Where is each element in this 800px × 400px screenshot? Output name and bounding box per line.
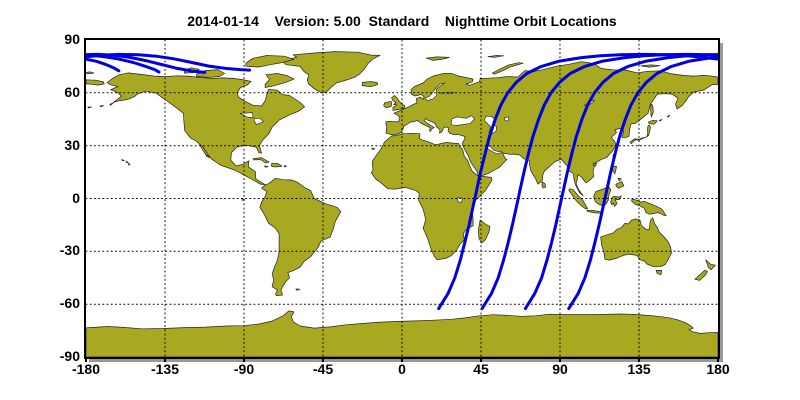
water-gulf-of-bothnia-baltic <box>424 82 446 101</box>
landmass-svalbard <box>425 56 450 61</box>
landmass-visayas <box>617 177 622 182</box>
y-tick-label--90: -90 <box>59 348 80 364</box>
water-great-lakes-west <box>239 112 254 118</box>
landmass-guadalupe-island <box>205 155 209 157</box>
orbit-track-2-seg1 <box>480 52 718 311</box>
x-tick-label--180: -180 <box>71 361 101 377</box>
landmass-baja-california <box>199 143 210 158</box>
landmass-hawaii-oahu <box>125 160 129 164</box>
x-tick-label--90: -90 <box>233 361 255 377</box>
landmass-chukotka-west-of-dateline <box>86 79 105 86</box>
landmass-new-zealand-north <box>705 259 716 271</box>
landmass-sakhalin <box>650 103 654 118</box>
landmass-new-guinea <box>631 198 667 217</box>
y-tick-label--60: -60 <box>59 295 80 312</box>
landmass-hainan <box>592 162 597 167</box>
landmass-ellesmere-island <box>245 55 295 68</box>
landmass-new-zealand-south <box>694 269 708 281</box>
landmass-hawaii-big-island <box>128 163 131 166</box>
x-tick-label-45: 45 <box>473 361 489 377</box>
y-tick-label-0: 0 <box>72 189 80 206</box>
chart-title: 2014-01-14 Version: 5.00 Standard Nightt… <box>187 13 617 29</box>
x-tick-label-0: 0 <box>398 361 406 377</box>
x-tick-mark <box>401 359 403 362</box>
landmass-puerto-rico <box>283 165 288 168</box>
water-black-sea <box>450 115 475 126</box>
orbit-track-1-seg2 <box>86 57 121 73</box>
landmass-new-siberian-islands <box>640 64 661 68</box>
x-tick-label-90: 90 <box>552 361 568 377</box>
landmass-iceland <box>361 81 379 88</box>
world-map <box>86 40 718 357</box>
x-tick-mark <box>717 359 719 362</box>
landmass-australia <box>600 217 672 268</box>
landmass-aleutian-2 <box>99 105 104 108</box>
x-tick-mark <box>638 359 640 362</box>
landmass-tasmania <box>655 270 663 276</box>
landmass-greenland <box>281 51 381 94</box>
landmass-ireland <box>383 100 393 109</box>
landmass-hokkaido <box>647 119 658 125</box>
orbit-track-4-seg1 <box>567 55 718 311</box>
orbit-track-3-seg1 <box>523 53 718 311</box>
x-tick-mark <box>322 359 324 362</box>
landmass-falkland-islands <box>295 288 301 291</box>
landmass-canary-islands <box>371 147 376 150</box>
landmass-aleutian-3 <box>109 102 114 106</box>
x-tick-mark <box>85 359 87 362</box>
y-tick-label--30: -30 <box>59 242 80 259</box>
landmass-kuril-2 <box>666 114 671 118</box>
landmass-hispaniola <box>271 163 283 168</box>
landmass-novaya-zemlya <box>492 62 524 75</box>
landmass-aleutian-1 <box>87 106 92 109</box>
landmass-cuba <box>252 157 270 164</box>
y-tick-label-30: 30 <box>64 136 80 153</box>
y-tick-label-60: 60 <box>64 83 80 100</box>
landmass-great-britain <box>391 95 406 111</box>
water-great-lakes-east <box>253 117 264 125</box>
landmass-kuril-1 <box>658 118 663 122</box>
y-tick-label-90: 90 <box>64 31 80 47</box>
orbit-track-1-seg1 <box>437 52 718 311</box>
landmass-mindanao <box>615 181 625 189</box>
landmass-sri-lanka <box>541 181 547 189</box>
x-tick-mark <box>164 359 166 362</box>
orbit-track-4-seg2 <box>86 52 252 72</box>
landmass-south-america <box>259 177 342 297</box>
landmass-wrangel-island <box>86 71 95 74</box>
x-tick-label-135: 135 <box>627 361 651 377</box>
x-tick-mark <box>480 359 482 362</box>
landmass-franz-josef-land <box>487 55 505 58</box>
landmass-jamaica <box>264 165 269 168</box>
landmass-sulawesi <box>610 195 622 207</box>
plot-frame <box>84 38 720 359</box>
landmass-africa <box>370 132 493 261</box>
landmass-hawaii-kauai <box>121 159 125 161</box>
x-tick-mark <box>559 359 561 362</box>
x-tick-label--135: -135 <box>150 361 180 377</box>
landmass-honshu-kyushu <box>629 124 651 144</box>
x-tick-mark <box>243 359 245 362</box>
landmass-baffin-island <box>264 73 295 88</box>
x-tick-label-180: 180 <box>706 361 730 377</box>
x-tick-label--45: -45 <box>312 361 334 377</box>
water-aral-sea <box>504 116 510 122</box>
